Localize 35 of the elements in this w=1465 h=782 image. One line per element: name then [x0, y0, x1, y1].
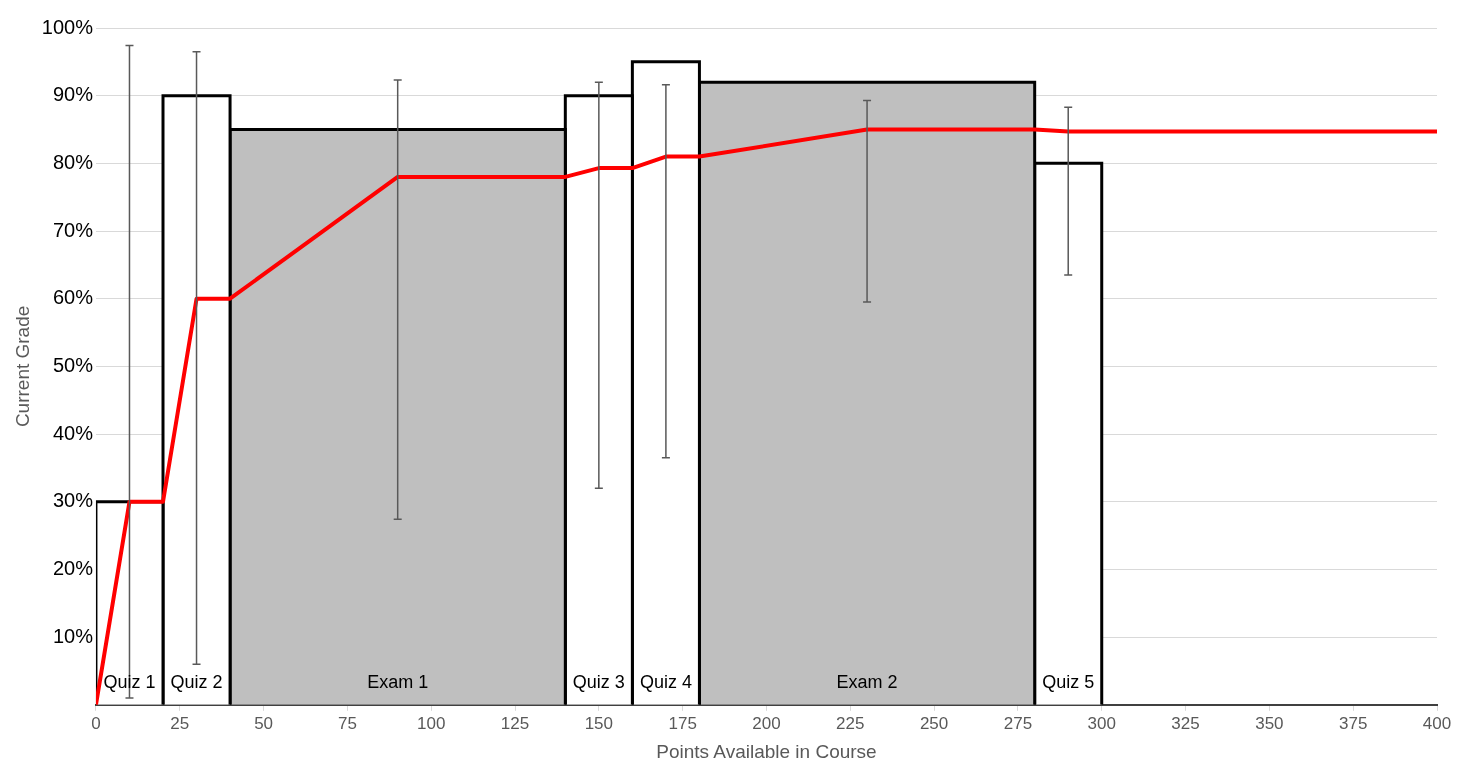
x-tick-label: 300 — [1087, 713, 1116, 733]
y-tick-label: 30% — [52, 489, 94, 512]
y-tick-label: 80% — [52, 150, 94, 173]
category-label: Exam 2 — [836, 671, 898, 692]
x-tick-label: 375 — [1339, 713, 1368, 733]
category-label: Quiz 5 — [1042, 671, 1095, 692]
x-tick-label: 250 — [919, 713, 949, 733]
y-tick-label: 70% — [52, 218, 94, 241]
x-tick-label: 75 — [337, 713, 357, 733]
category-label: Quiz 2 — [170, 671, 223, 692]
y-tick-label: 100% — [41, 15, 94, 38]
x-tick-label: 50 — [254, 713, 274, 733]
x-tick-label: 175 — [668, 713, 697, 733]
y-tick-label: 40% — [52, 421, 94, 444]
y-tick-label: 50% — [52, 353, 94, 376]
x-tick-label: 0 — [91, 713, 101, 733]
category-label: Quiz 3 — [572, 671, 625, 692]
y-tick-label: 20% — [52, 556, 94, 579]
x-tick-label: 275 — [1003, 713, 1033, 733]
category-label: Exam 1 — [367, 671, 429, 692]
x-tick-label: 225 — [836, 713, 865, 733]
y-tick-label: 60% — [52, 286, 94, 309]
y-tick-label: 10% — [52, 624, 94, 647]
x-tick-label: 325 — [1171, 713, 1200, 733]
y-axis-title: Current Grade — [11, 305, 33, 428]
x-tick-label: 150 — [584, 713, 614, 733]
x-tick-label: 200 — [752, 713, 781, 733]
x-tick-label: 125 — [500, 713, 530, 733]
x-axis-title: Points Available in Course — [656, 740, 877, 762]
y-tick-label: 90% — [52, 83, 94, 106]
x-tick-label: 350 — [1255, 713, 1284, 733]
x-tick-label: 25 — [170, 713, 190, 733]
x-tick-label: 400 — [1422, 713, 1452, 733]
category-label: Quiz 4 — [639, 671, 692, 692]
x-tick-label: 100 — [417, 713, 446, 733]
